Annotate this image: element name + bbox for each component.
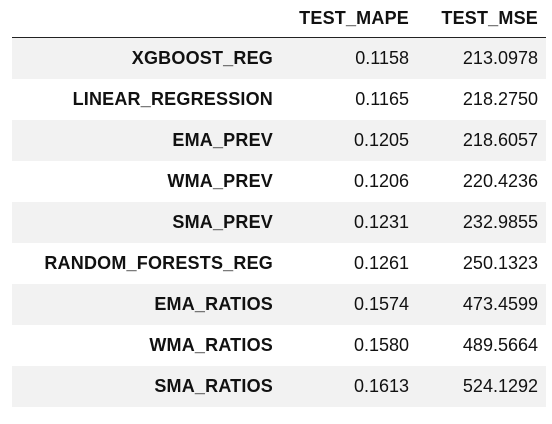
table-row: WMA_RATIOS 0.1580 489.5664 <box>12 325 546 366</box>
cell-test-mse: 218.2750 <box>417 79 546 120</box>
cell-test-mse: 489.5664 <box>417 325 546 366</box>
results-table-container: TEST_MAPE TEST_MSE XGBOOST_REG 0.1158 21… <box>12 0 546 407</box>
header-test-mape: TEST_MAPE <box>287 0 417 38</box>
cell-test-mape: 0.1261 <box>287 243 417 284</box>
row-label: RANDOM_FORESTS_REG <box>12 243 287 284</box>
row-label: XGBOOST_REG <box>12 37 287 79</box>
cell-test-mape: 0.1205 <box>287 120 417 161</box>
table-row: EMA_PREV 0.1205 218.6057 <box>12 120 546 161</box>
table-header: TEST_MAPE TEST_MSE <box>12 0 546 38</box>
cell-test-mape: 0.1580 <box>287 325 417 366</box>
row-label: WMA_RATIOS <box>12 325 287 366</box>
header-row: TEST_MAPE TEST_MSE <box>12 0 546 38</box>
cell-test-mape: 0.1613 <box>287 366 417 407</box>
cell-test-mse: 524.1292 <box>417 366 546 407</box>
cell-test-mse: 473.4599 <box>417 284 546 325</box>
cell-test-mape: 0.1165 <box>287 79 417 120</box>
cell-test-mape: 0.1231 <box>287 202 417 243</box>
header-index-cell <box>12 0 287 38</box>
table-body: XGBOOST_REG 0.1158 213.0978 LINEAR_REGRE… <box>12 37 546 407</box>
row-label: EMA_RATIOS <box>12 284 287 325</box>
cell-test-mse: 218.6057 <box>417 120 546 161</box>
row-label: EMA_PREV <box>12 120 287 161</box>
row-label: SMA_PREV <box>12 202 287 243</box>
cell-test-mape: 0.1574 <box>287 284 417 325</box>
cell-test-mse: 250.1323 <box>417 243 546 284</box>
table-row: SMA_RATIOS 0.1613 524.1292 <box>12 366 546 407</box>
cell-test-mape: 0.1158 <box>287 37 417 79</box>
table-row: WMA_PREV 0.1206 220.4236 <box>12 161 546 202</box>
row-label: SMA_RATIOS <box>12 366 287 407</box>
table-row: XGBOOST_REG 0.1158 213.0978 <box>12 37 546 79</box>
table-row: RANDOM_FORESTS_REG 0.1261 250.1323 <box>12 243 546 284</box>
results-table: TEST_MAPE TEST_MSE XGBOOST_REG 0.1158 21… <box>12 0 546 407</box>
header-test-mse: TEST_MSE <box>417 0 546 38</box>
cell-test-mse: 232.9855 <box>417 202 546 243</box>
cell-test-mse: 213.0978 <box>417 37 546 79</box>
cell-test-mse: 220.4236 <box>417 161 546 202</box>
row-label: LINEAR_REGRESSION <box>12 79 287 120</box>
table-row: LINEAR_REGRESSION 0.1165 218.2750 <box>12 79 546 120</box>
cell-test-mape: 0.1206 <box>287 161 417 202</box>
row-label: WMA_PREV <box>12 161 287 202</box>
table-row: SMA_PREV 0.1231 232.9855 <box>12 202 546 243</box>
table-row: EMA_RATIOS 0.1574 473.4599 <box>12 284 546 325</box>
